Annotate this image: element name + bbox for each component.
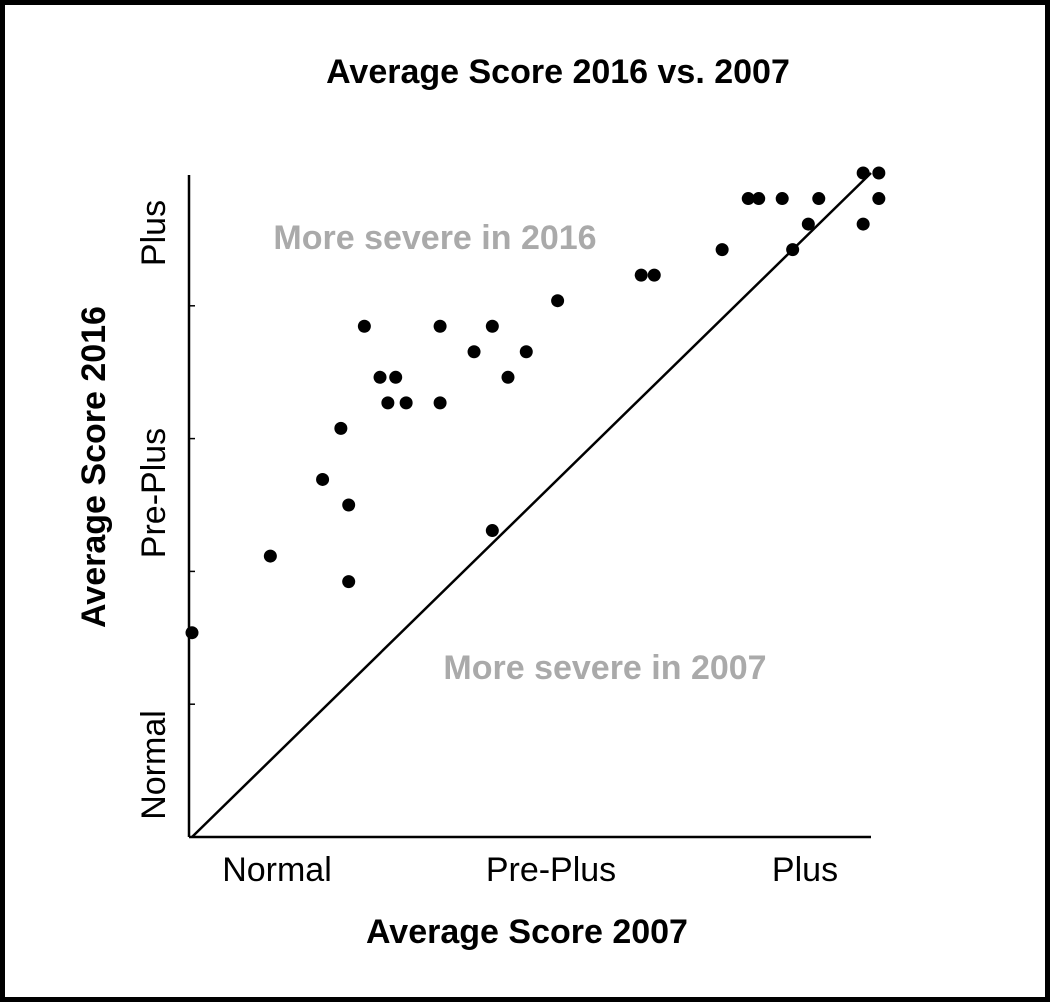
data-point: [342, 575, 356, 589]
data-point: [467, 345, 481, 359]
data-point: [775, 192, 789, 206]
y-axis-title: Average Score 2016: [75, 306, 113, 628]
identity-line: [191, 172, 872, 838]
y-tick-label-normal: Normal: [135, 710, 173, 820]
data-point: [647, 268, 661, 282]
data-point: [856, 217, 870, 231]
x-tick-label-normal: Normal: [222, 851, 332, 889]
x-tick-label-plus: Plus: [772, 851, 838, 889]
data-point: [501, 370, 515, 384]
data-point: [551, 294, 565, 308]
data-point: [634, 268, 648, 282]
data-point: [381, 396, 395, 410]
x-axis-title: Average Score 2007: [366, 913, 688, 951]
data-point: [752, 192, 766, 206]
data-point: [263, 549, 277, 563]
data-point: [872, 166, 886, 180]
data-point: [185, 626, 199, 640]
data-point: [786, 243, 800, 257]
data-point: [316, 472, 330, 486]
x-tick-label-pre-plus: Pre-Plus: [486, 851, 616, 889]
y-tick-label-plus: Plus: [135, 200, 173, 266]
data-point: [399, 396, 413, 410]
data-point: [433, 396, 447, 410]
data-point: [856, 166, 870, 180]
data-point: [485, 319, 499, 333]
data-point: [715, 243, 729, 257]
data-point: [812, 192, 826, 206]
data-point: [519, 345, 533, 359]
data-points: [185, 166, 886, 640]
data-point: [872, 192, 886, 206]
data-point: [485, 524, 499, 538]
data-point: [342, 498, 356, 512]
scatter-chart: Average Score 2016 vs. 2007 More severe …: [75, 53, 886, 951]
annotation-more-severe-2016: More severe in 2016: [273, 219, 596, 257]
data-point: [433, 319, 447, 333]
chart-title: Average Score 2016 vs. 2007: [326, 53, 790, 91]
data-point: [801, 217, 815, 231]
annotation-more-severe-2007: More severe in 2007: [443, 649, 766, 687]
data-point: [357, 319, 371, 333]
data-point: [373, 370, 387, 384]
tick-marks: [189, 305, 195, 705]
data-point: [389, 370, 403, 384]
data-point: [334, 421, 348, 435]
data-point: [741, 192, 755, 206]
y-tick-label-pre-plus: Pre-Plus: [135, 428, 173, 558]
